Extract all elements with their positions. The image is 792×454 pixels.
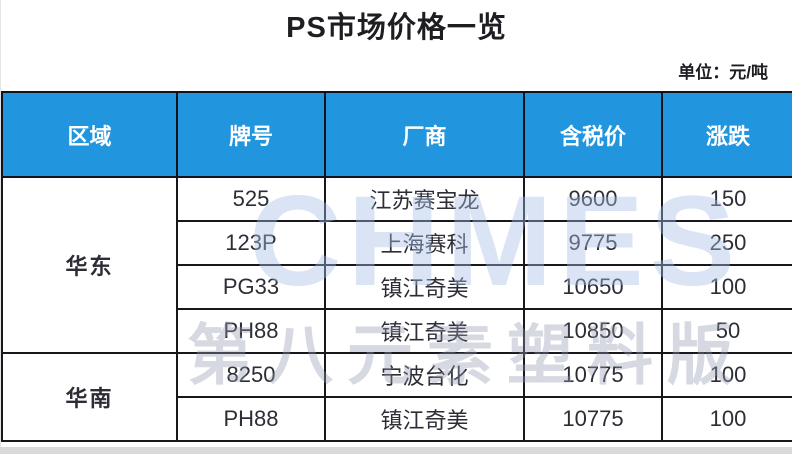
table-row: 华东 525 江苏赛宝龙 9600 150 [1,176,792,354]
header-grade: 牌号 [176,91,326,178]
grade-cell: PG33 [176,264,326,310]
change-cell: 250 [661,220,792,266]
table-row: PG33 镇江奇美 10650 100 [2,264,792,310]
header-region: 区域 [1,91,178,178]
header-producer: 厂商 [324,91,525,178]
producer-cell: 江苏赛宝龙 [324,176,525,222]
change-cell: 100 [661,264,792,310]
bottom-edge-strip [0,447,792,454]
grade-cell: 525 [176,176,326,222]
region-label-south: 华南 [1,352,178,442]
unit-line: 单位：元/吨 [1,50,792,91]
table-row: PH88 镇江奇美 10775 100 [2,396,792,442]
change-cell: 150 [661,176,792,222]
table-header-row: 区域 牌号 厂商 含税价 涨跌 [1,91,792,178]
price-cell: 10650 [523,264,663,310]
producer-cell: 镇江奇美 [324,308,525,354]
price-table: 区域 牌号 厂商 含税价 涨跌 华东 525 江苏赛宝龙 9600 150 12… [1,91,792,442]
price-cell: 9775 [523,220,663,266]
producer-cell: 上海赛科 [324,220,525,266]
header-price: 含税价 [523,91,663,178]
grade-cell: PH88 [176,396,326,442]
grade-cell: PH88 [176,308,326,354]
title-bar: PS市场价格一览 [1,0,792,50]
price-cell: 10775 [523,352,663,398]
unit-label: 单位：元/吨 [678,63,768,82]
table-row: PH88 镇江奇美 10850 50 [2,308,792,354]
price-cell: 9600 [523,176,663,222]
region-label-east: 华东 [1,176,178,354]
page-title: PS市场价格一览 [286,12,507,44]
grade-cell: 123P [176,220,326,266]
header-change: 涨跌 [661,91,792,178]
producer-cell: 宁波台化 [324,352,525,398]
table-row: 华南 8250 宁波台化 10775 100 [1,352,792,442]
change-cell: 50 [661,308,792,354]
producer-cell: 镇江奇美 [324,264,525,310]
price-cell: 10775 [523,396,663,442]
change-cell: 100 [661,352,792,398]
price-cell: 10850 [523,308,663,354]
grade-cell: 8250 [176,352,326,398]
table-row: 123P 上海赛科 9775 250 [2,220,792,266]
producer-cell: 镇江奇美 [324,396,525,442]
change-cell: 100 [661,396,792,442]
